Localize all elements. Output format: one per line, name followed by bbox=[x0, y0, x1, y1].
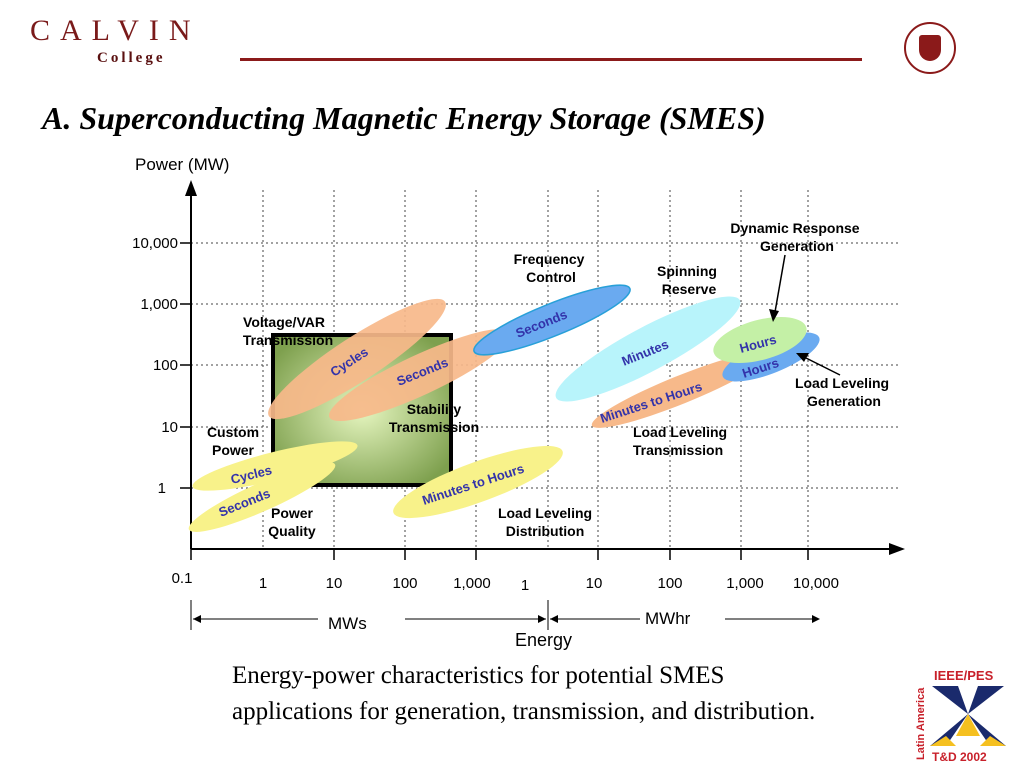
arrowhead-icon bbox=[796, 353, 809, 362]
calvin-logo: CALVIN bbox=[30, 14, 201, 47]
app-label-ll-trans: Load Leveling bbox=[633, 424, 727, 440]
app-label-voltage-var-2: Transmission bbox=[243, 332, 333, 348]
college-logo-text: College bbox=[97, 50, 166, 66]
logo-top-text: IEEE/PES bbox=[934, 668, 994, 683]
slide-title: A. Superconducting Magnetic Energy Stora… bbox=[42, 100, 766, 136]
app-label-power-quality-2: Quality bbox=[268, 523, 316, 539]
app-label-ll-trans-2: Transmission bbox=[633, 442, 723, 458]
x-tick-mws: 1,000 bbox=[453, 575, 491, 592]
app-label-stability-2: Transmission bbox=[389, 419, 479, 435]
x-tick-mwhr: 10 bbox=[586, 575, 603, 592]
app-label-spinning-2: Reserve bbox=[662, 281, 717, 297]
app-label-spinning: Spinning bbox=[657, 263, 717, 279]
unit-mwhr: MWhr bbox=[645, 609, 691, 628]
seconds-blue-ellipse bbox=[473, 284, 631, 356]
x-tick-mws: 100 bbox=[392, 575, 417, 592]
seconds-orange-ellipse bbox=[328, 329, 512, 421]
ll-gen-pointer-arrow bbox=[803, 356, 841, 376]
x-tick-mwhr: 100 bbox=[657, 575, 682, 592]
y-axis-label: Power (MW) bbox=[135, 155, 229, 174]
app-label-dynamic-2: Generation bbox=[760, 238, 834, 254]
x-tick-mwhr: 1 bbox=[521, 577, 529, 594]
app-label-custom-power-2: Power bbox=[212, 442, 255, 458]
unit-mws: MWs bbox=[328, 614, 367, 633]
slide-caption: Energy-power characteristics for potenti… bbox=[232, 658, 815, 730]
logo-bottom-text: T&D 2002 bbox=[932, 750, 987, 764]
app-label-ll-dist: Load Leveling bbox=[498, 505, 592, 521]
caption-line: Energy-power characteristics for potenti… bbox=[232, 662, 725, 689]
app-label-ll-gen-2: Generation bbox=[807, 393, 881, 409]
app-label-frequency-2: Control bbox=[526, 269, 576, 285]
unit-range-markers bbox=[190, 600, 818, 630]
cycles-yellow-ellipse bbox=[192, 441, 358, 491]
caption-line: applications for generation, transmissio… bbox=[232, 698, 816, 725]
app-label-stability: Stability bbox=[407, 401, 462, 417]
smes-diagram: Power (MW) 10,000 1,000 100 10 1 0.1 1 1… bbox=[132, 155, 905, 650]
y-tick: 1 bbox=[158, 480, 166, 497]
y-tick: 1,000 bbox=[140, 296, 178, 313]
x-axis-arrow-icon bbox=[889, 543, 905, 555]
ieee-pes-td-2002-logo: IEEE/PES Latin America T&D 2002 bbox=[915, 668, 1006, 764]
arrowhead-icon bbox=[769, 309, 779, 322]
x-axis-label: Energy bbox=[515, 630, 572, 650]
app-label-dynamic: Dynamic Response bbox=[730, 220, 859, 236]
dynamic-pointer-arrow bbox=[774, 254, 786, 313]
minutes-hours-yellow-ellipse bbox=[393, 445, 563, 519]
header-rule bbox=[240, 58, 862, 61]
minutes-cyan-ellipse bbox=[555, 296, 741, 402]
hours-green-ellipse bbox=[713, 317, 807, 363]
y-tick: 10,000 bbox=[132, 235, 178, 252]
app-label-power-quality: Power bbox=[271, 505, 314, 521]
app-label-ll-dist-2: Distribution bbox=[506, 523, 585, 539]
y-axis-arrow-icon bbox=[185, 180, 197, 196]
x-origin-tick: 0.1 bbox=[172, 570, 193, 587]
app-label-voltage-var: Voltage/VAR bbox=[243, 314, 325, 330]
app-label-custom-power: Custom bbox=[207, 424, 259, 440]
college-seal-icon bbox=[904, 22, 956, 74]
app-label-ll-gen: Load Leveling bbox=[795, 375, 889, 391]
y-tick: 100 bbox=[153, 357, 178, 374]
logo-side-text: Latin America bbox=[915, 687, 927, 760]
x-tick-mws: 1 bbox=[259, 575, 267, 592]
y-tick: 10 bbox=[161, 419, 178, 436]
x-tick-mws: 10 bbox=[326, 575, 343, 592]
x-tick-mwhr: 1,000 bbox=[726, 575, 764, 592]
seconds-yellow-ellipse bbox=[188, 462, 336, 532]
app-label-frequency: Frequency bbox=[514, 251, 585, 267]
x-tick-mwhr: 10,000 bbox=[793, 575, 839, 592]
cycles-orange-ellipse bbox=[268, 298, 446, 420]
